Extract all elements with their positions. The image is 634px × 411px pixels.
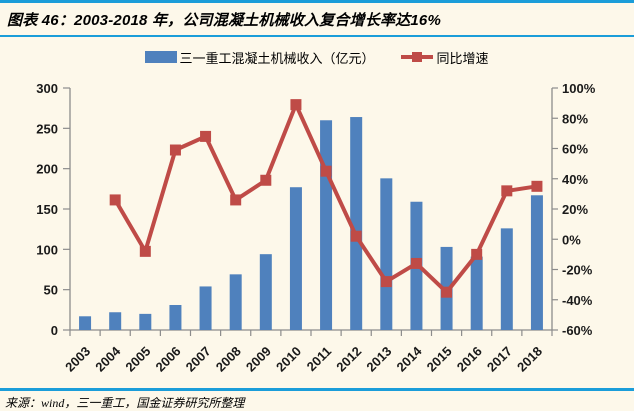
bar-2012: [350, 117, 363, 330]
left-tick-label: 200: [36, 162, 58, 177]
left-tick-label: 0: [51, 323, 58, 338]
x-axis-labels: 2003 2004 2005 2006 2007 2008 2009 2010 2011 2012…: [62, 343, 545, 375]
x-axis-label: 2011: [304, 344, 335, 375]
marker-2011: [320, 165, 332, 177]
right-tick-label: -20%: [562, 263, 593, 278]
bar-2018: [530, 195, 543, 330]
x-axis-label: 2018: [514, 344, 545, 375]
x-axis-label: 2005: [122, 344, 153, 375]
left-tick-label: 150: [36, 202, 58, 217]
marker-2006: [169, 144, 181, 156]
bar-2009: [259, 254, 272, 330]
marker-2014: [410, 257, 422, 269]
left-tick-label: 50: [44, 283, 58, 298]
right-tick-label: 80%: [562, 111, 588, 126]
marker-2018: [531, 180, 543, 192]
bar-2017: [500, 228, 513, 330]
bar-2013: [380, 178, 393, 330]
left-tick-label: 250: [36, 121, 58, 136]
marker-2012: [350, 230, 362, 242]
x-axis-label: 2003: [62, 344, 93, 375]
figure-title-bar: 图表 46：2003-2018 年，公司混凝土机械收入复合增长率达16%: [0, 0, 634, 37]
right-tick-label: 100%: [562, 81, 596, 96]
right-tick-label: 0%: [562, 232, 581, 247]
x-axis-label: 2007: [183, 344, 214, 375]
right-tick-label: 40%: [562, 172, 588, 187]
x-axis-label: 2006: [153, 344, 184, 375]
marker-2005: [139, 245, 151, 257]
marker-2017: [501, 185, 513, 197]
line-series-marker-icon: [400, 51, 433, 63]
marker-2007: [200, 130, 212, 142]
bar-2011: [320, 120, 333, 331]
legend-item-revenue: 三一重工混凝土机械收入（亿元）: [145, 48, 375, 67]
right-tick-label: -60%: [562, 323, 593, 338]
right-tick-label: 20%: [562, 202, 588, 217]
marker-2010: [290, 99, 302, 111]
marker-2009: [260, 174, 272, 186]
left-tick-label: 300: [36, 81, 58, 96]
left-axis-ticks: 0 50 100 150 200 250 300: [36, 81, 70, 338]
bar-2008: [229, 274, 242, 330]
right-tick-label: 60%: [562, 142, 588, 157]
legend-item-growth: 同比增速: [400, 48, 489, 67]
bar-2010: [289, 187, 302, 330]
left-tick-label: 100: [36, 242, 58, 257]
bar-2006: [169, 304, 182, 330]
bar-series-swatch-icon: [145, 51, 178, 63]
bar-2003: [79, 316, 92, 330]
x-axis-label: 2009: [243, 344, 274, 375]
legend-label-growth: 同比增速: [436, 50, 489, 66]
x-axis-label: 2008: [213, 344, 244, 375]
source-note: 来源：wind，三一重工，国金证券研究所整理: [5, 396, 245, 410]
revenue-bars: [79, 117, 543, 331]
source-bar: 来源：wind，三一重工，国金证券研究所整理: [0, 388, 634, 411]
x-axis-label: 2010: [273, 344, 304, 375]
x-axis-label: 2017: [484, 344, 515, 375]
x-axis-label: 2013: [363, 344, 394, 375]
right-tick-label: -40%: [562, 293, 593, 308]
x-axis-label: 2016: [454, 344, 485, 375]
x-axis-label: 2015: [424, 344, 455, 375]
bar-2004: [109, 312, 122, 330]
x-axis-label: 2012: [333, 344, 364, 375]
chart-legend: 三一重工混凝土机械收入（亿元） 同比增速: [0, 46, 634, 68]
marker-2013: [380, 276, 392, 288]
marker-2004: [109, 194, 121, 206]
bar-2005: [139, 313, 152, 330]
bar-2016: [470, 256, 483, 330]
legend-label-revenue: 三一重工混凝土机械收入（亿元）: [179, 50, 375, 66]
bar-2007: [199, 286, 212, 330]
x-axis-label: 2004: [92, 343, 124, 375]
right-axis-ticks: -60% -40% -20% 0% 20% 40% 60% 80% 100%: [552, 81, 596, 338]
marker-2016: [471, 248, 483, 260]
x-axis-label: 2014: [394, 343, 426, 375]
figure-title: 图表 46：2003-2018 年，公司混凝土机械收入复合增长率达16%: [7, 12, 441, 29]
x-axis-ticks: [69, 330, 553, 336]
growth-line: [109, 99, 543, 298]
marker-2015: [441, 286, 453, 298]
marker-2008: [230, 194, 242, 206]
